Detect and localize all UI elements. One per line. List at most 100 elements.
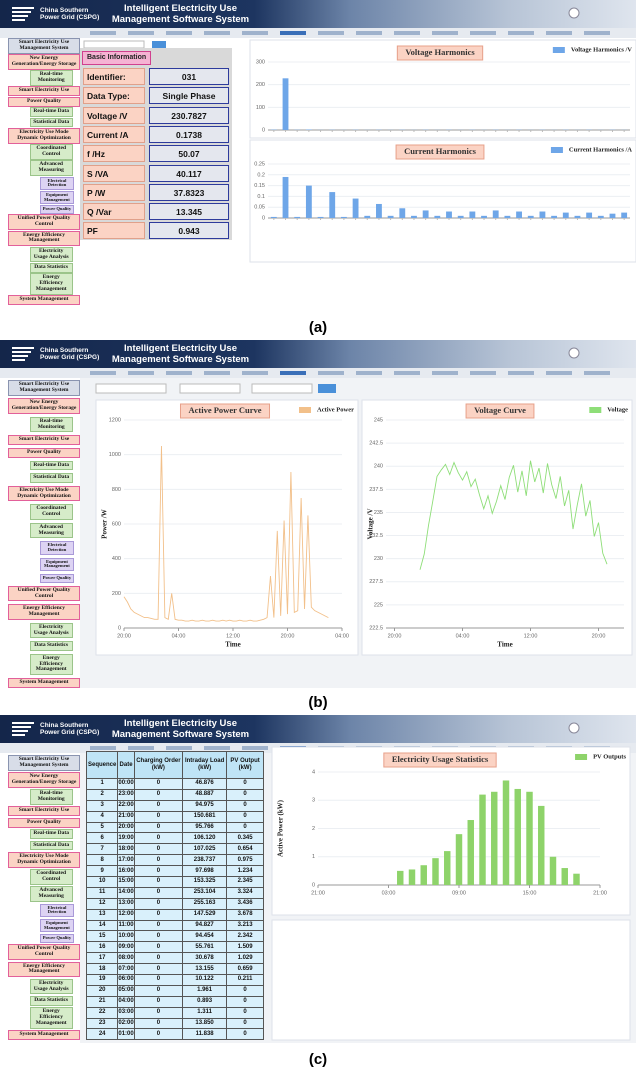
nav-item <box>204 746 230 750</box>
menu-item[interactable]: Unified Power Quality Control <box>8 944 80 960</box>
table-cell: 15 <box>87 931 118 942</box>
info-value: 13.345 <box>149 203 229 220</box>
menu-item[interactable]: Advanced Measuring <box>30 523 73 539</box>
table-cell: 1 <box>87 779 118 790</box>
menu-item[interactable]: New Energy Generation/Energy Storage <box>8 54 80 70</box>
menu-item[interactable]: Power Quality <box>8 97 80 107</box>
bar <box>491 792 497 885</box>
nav-item <box>356 31 382 35</box>
x-tick-label: 04:00 <box>172 633 186 639</box>
y-tick-label: 0.25 <box>254 161 265 167</box>
device-input[interactable] <box>84 41 144 48</box>
table-cell: 01:00 <box>118 1029 134 1040</box>
menu-item[interactable]: Unified Power Quality Control <box>8 586 80 602</box>
menu-item[interactable]: Smart Electricity Use <box>8 435 80 445</box>
legend-label: PV Outputs <box>593 753 626 760</box>
menu-item[interactable]: Statistical Data <box>30 841 73 851</box>
info-label: Voltage /V <box>83 107 145 124</box>
menu-item[interactable]: Real-time Monitoring <box>30 789 73 805</box>
menu-item[interactable]: Smart Electricity Use <box>8 86 80 96</box>
menu-item[interactable]: Electricity Use Mode Dynamic Optimizatio… <box>8 852 80 868</box>
bar <box>575 216 581 218</box>
query-button[interactable] <box>152 41 166 48</box>
table-cell: 21:00 <box>118 811 134 822</box>
query-button[interactable] <box>318 384 336 393</box>
menu-item[interactable]: Real-time Data <box>30 461 73 471</box>
menu-item[interactable]: Power Quality <box>40 574 75 583</box>
menu-item[interactable]: Statistical Data <box>30 118 73 128</box>
table-cell: 0 <box>134 953 182 964</box>
number-input[interactable] <box>180 384 240 393</box>
x-tick-label: 04:00 <box>456 633 470 639</box>
menu-item[interactable]: Coordinated Control <box>30 144 73 160</box>
menu-item[interactable]: Energy Efficiency Management <box>8 604 80 620</box>
device-input[interactable] <box>96 384 166 393</box>
menu-item[interactable]: Energy Efficiency Management <box>8 231 80 247</box>
menu-item[interactable]: Real-time Monitoring <box>30 70 73 86</box>
menu-item[interactable]: Electrical Detection <box>40 541 75 555</box>
menu-item[interactable]: Energy Efficiency Management <box>8 962 80 978</box>
menu-item[interactable]: Electricity Usage Analysis <box>30 979 73 995</box>
menu-item[interactable]: System Management <box>8 1030 80 1040</box>
menu-item[interactable]: Energy Efficiency Management <box>30 1007 73 1028</box>
table-cell: 17:00 <box>118 855 134 866</box>
table-cell: 255.163 <box>183 898 227 909</box>
table-cell: 06:00 <box>118 975 134 986</box>
logo-stripe <box>12 734 25 736</box>
menu-item[interactable]: Equipment Management <box>40 558 75 572</box>
menu-item[interactable]: Energy Efficiency Management <box>30 654 73 675</box>
menu-item[interactable]: Electricity Usage Analysis <box>30 623 73 639</box>
date-input[interactable] <box>252 384 312 393</box>
menu-item[interactable]: System Management <box>8 295 80 305</box>
bar <box>271 217 277 218</box>
menu-item[interactable]: Equipment Management <box>40 191 75 205</box>
menu-item[interactable]: Coordinated Control <box>30 869 73 885</box>
y-axis-label: Voltage /V <box>367 508 375 539</box>
menu-item[interactable]: Statistical Data <box>30 473 73 483</box>
menu-item[interactable]: Power Quality <box>40 205 75 214</box>
menu-item[interactable]: Power Quality <box>8 818 80 828</box>
menu-item[interactable]: Real-time Data <box>30 107 73 117</box>
menu-item[interactable]: Electrical Detection <box>40 177 75 191</box>
menu-item[interactable]: System Management <box>8 678 80 688</box>
menu-item[interactable]: Data Statistics <box>30 996 73 1006</box>
menu-item[interactable]: Advanced Measuring <box>30 886 73 902</box>
bar <box>479 795 485 885</box>
x-tick-label: 20:00 <box>592 633 606 639</box>
menu-item[interactable]: Real-time Monitoring <box>30 417 73 433</box>
menu-item[interactable]: Data Statistics <box>30 641 73 651</box>
y-tick-label: 0 <box>262 215 265 221</box>
menu-item[interactable]: Electricity Usage Analysis <box>30 247 73 263</box>
menu-item[interactable]: Power Quality <box>40 934 75 943</box>
nav-item <box>242 746 268 750</box>
info-label: Identifier: <box>83 68 145 85</box>
table-cell: 2.342 <box>227 931 264 942</box>
menu-item[interactable]: Power Quality <box>8 448 80 458</box>
panel-label: (b) <box>308 694 327 711</box>
bar <box>621 213 627 218</box>
menu-item[interactable]: Coordinated Control <box>30 504 73 520</box>
menu-item[interactable]: Electricity Use Mode Dynamic Optimizatio… <box>8 486 80 502</box>
menu-item[interactable]: Smart Electricity Use <box>8 806 80 816</box>
menu-item[interactable]: Data Statistics <box>30 263 73 273</box>
x-tick-label: 09:00 <box>452 890 466 896</box>
menu-item[interactable]: Electrical Detection <box>40 904 75 918</box>
table-cell: 3.436 <box>227 898 264 909</box>
menu-item[interactable]: Advanced Measuring <box>30 160 73 176</box>
menu-item[interactable]: Equipment Management <box>40 919 75 933</box>
table-cell: 5 <box>87 822 118 833</box>
menu-item[interactable]: New Energy Generation/Energy Storage <box>8 772 80 788</box>
menu-item[interactable]: New Energy Generation/Energy Storage <box>8 398 80 414</box>
menu-item[interactable]: Energy Efficiency Management <box>30 273 73 294</box>
nav-item <box>128 746 154 750</box>
menu-item[interactable]: Electricity Use Mode Dynamic Optimizatio… <box>8 128 80 144</box>
menu-item[interactable]: Unified Power Quality Control <box>8 214 80 230</box>
table-cell: 02:00 <box>118 1018 134 1029</box>
table-cell: 0 <box>134 855 182 866</box>
table-cell: 6 <box>87 833 118 844</box>
menu-item[interactable]: Real-time Data <box>30 829 73 839</box>
bar <box>538 806 544 885</box>
table-cell: 1.234 <box>227 866 264 877</box>
nav-item <box>166 31 192 35</box>
